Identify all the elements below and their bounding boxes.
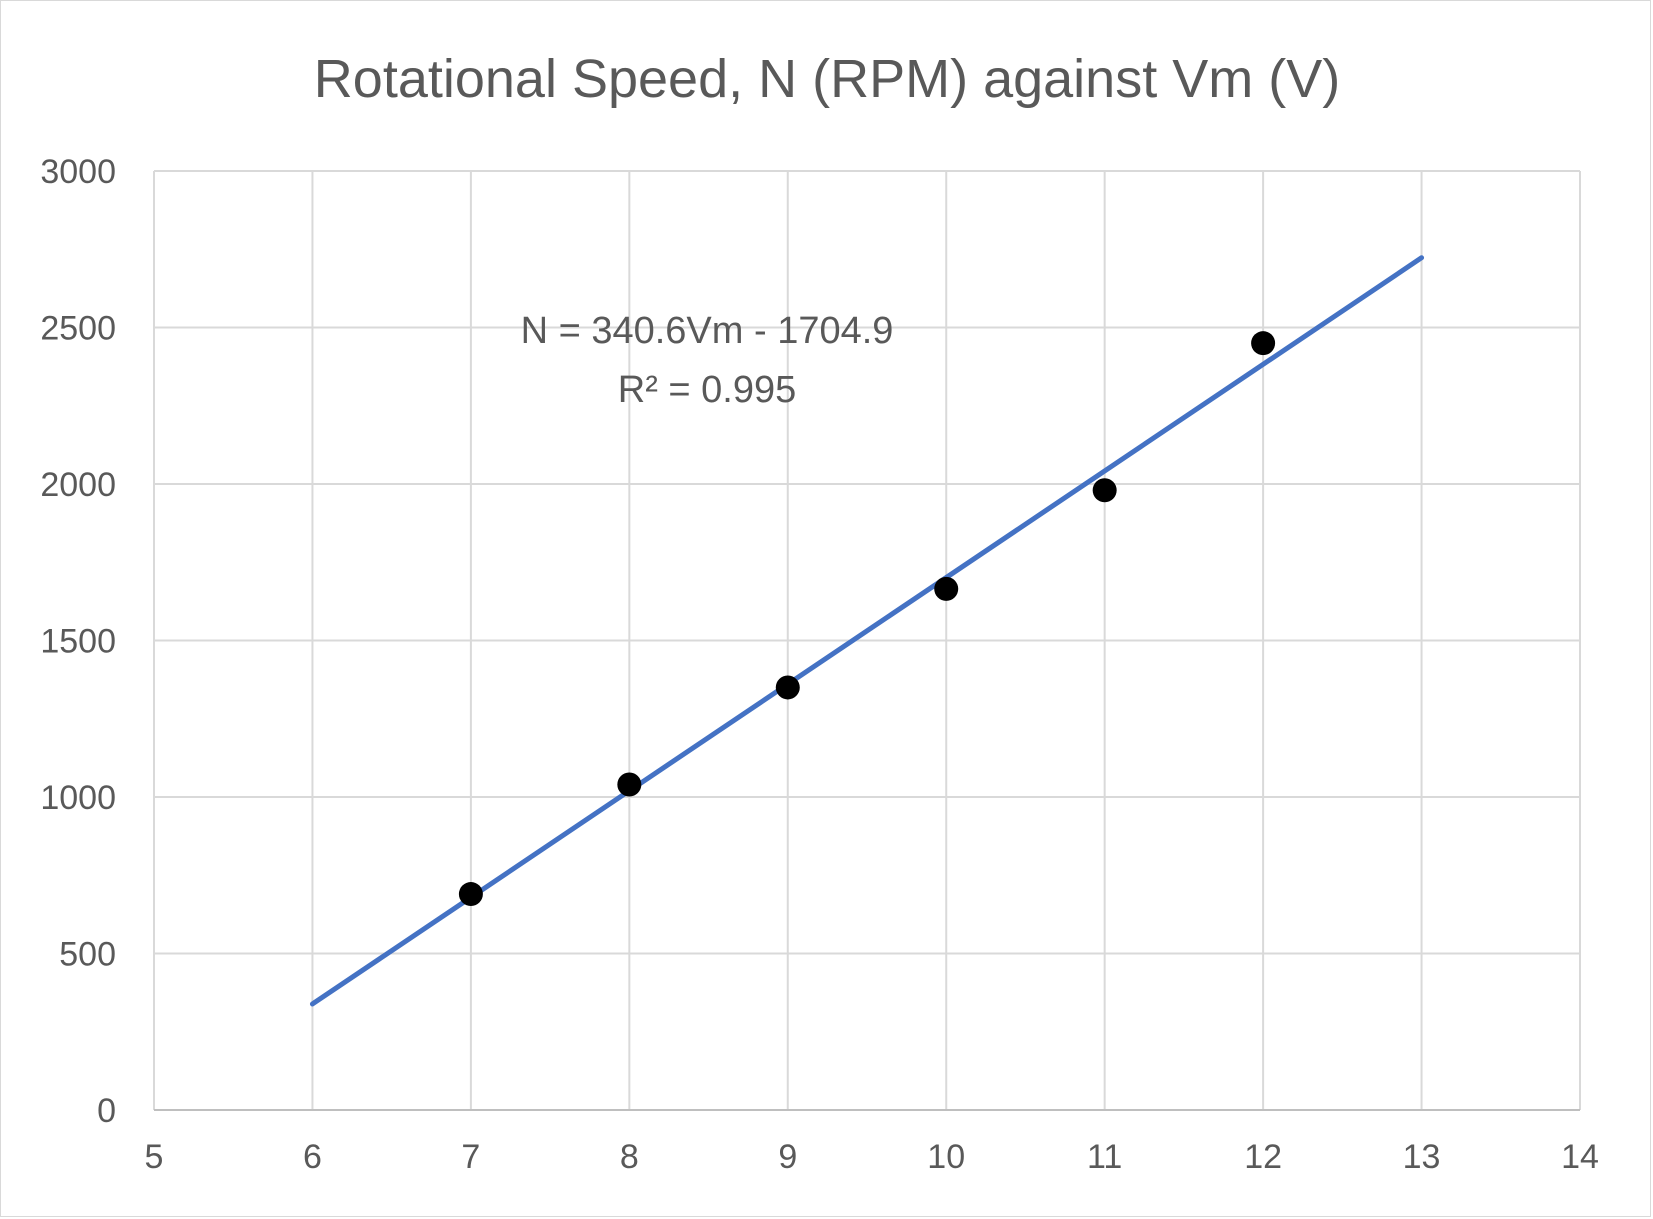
x-tick-label: 14 xyxy=(1561,1138,1599,1176)
y-tick-label: 2500 xyxy=(40,310,116,348)
gridlines xyxy=(154,170,1581,1110)
data-point xyxy=(617,772,642,797)
trendline-r-squared: R² = 0.995 xyxy=(618,369,797,411)
x-tick-label: 10 xyxy=(927,1138,965,1176)
trendline xyxy=(309,255,1425,1007)
x-tick-label: 13 xyxy=(1403,1138,1441,1176)
data-point xyxy=(1251,331,1276,356)
x-tick-label: 12 xyxy=(1244,1138,1282,1176)
trendline-equation: N = 340.6Vm - 1704.9 xyxy=(521,310,894,352)
data-point xyxy=(458,882,483,907)
y-tick-label: 500 xyxy=(59,936,116,974)
x-tick-label: 5 xyxy=(145,1138,164,1176)
x-tick-label: 9 xyxy=(778,1138,797,1176)
x-tick-label: 8 xyxy=(620,1138,639,1176)
y-tick-label: 2000 xyxy=(40,466,116,504)
x-tick-label: 6 xyxy=(303,1138,322,1176)
x-tick-label: 11 xyxy=(1087,1138,1122,1176)
y-tick-label: 0 xyxy=(97,1092,116,1130)
data-point xyxy=(934,576,959,601)
trendline-layer xyxy=(309,255,1425,1007)
data-points xyxy=(458,331,1276,907)
data-point xyxy=(1092,478,1117,503)
y-tick-label: 1000 xyxy=(40,779,116,817)
axes: 5 6 7 8 9 10 11 12 13 14 0 500 1000 1500 2000 2500 3000 xyxy=(40,153,1599,1176)
chart-title: Rotational Speed, N (RPM) against Vm (V) xyxy=(314,49,1340,109)
y-tick-label: 1500 xyxy=(40,623,116,661)
y-tick-label: 3000 xyxy=(40,153,116,191)
data-point xyxy=(775,675,800,700)
x-tick-label: 7 xyxy=(461,1138,480,1176)
